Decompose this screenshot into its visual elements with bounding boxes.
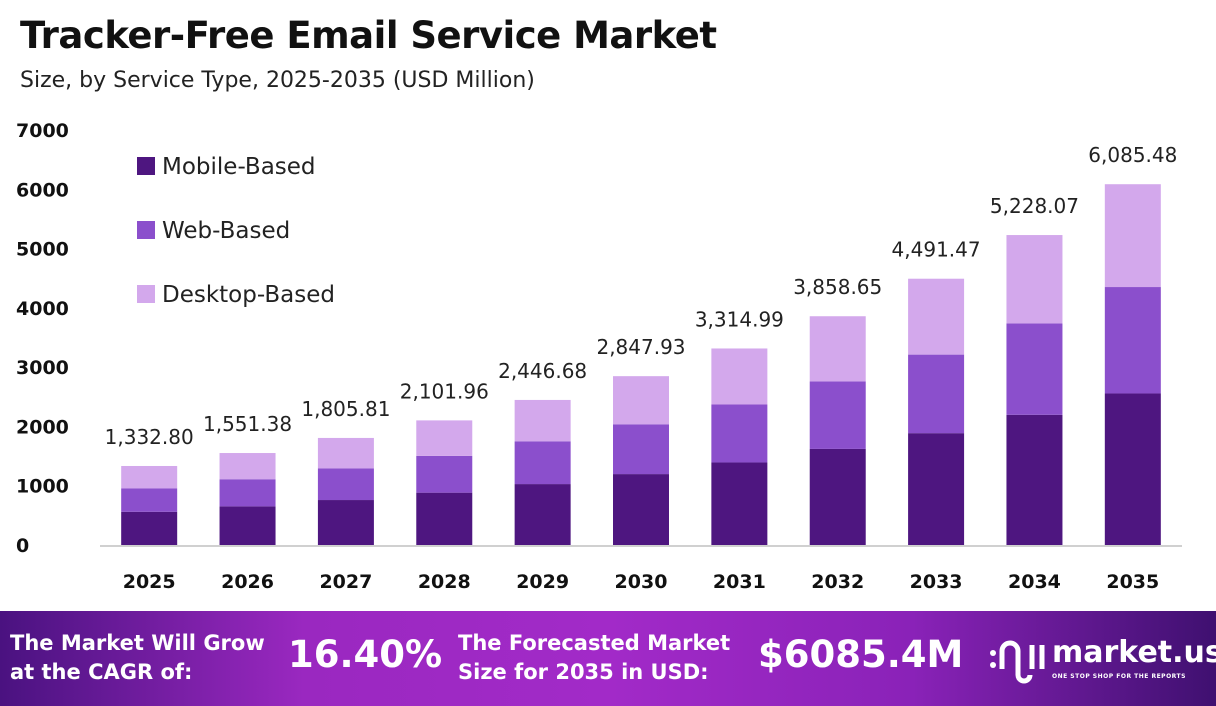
y-tick-label: 4000 xyxy=(16,298,69,320)
x-tick-label: 2026 xyxy=(221,571,274,593)
bar-segment-mobile-based-2035 xyxy=(1104,393,1161,545)
bar-segment-desktop-based-2035 xyxy=(1104,184,1161,288)
bar-segment-mobile-based-2030 xyxy=(613,474,669,545)
cagr-label: The Market Will Grow at the CAGR of: xyxy=(10,629,265,687)
bar-segment-web-based-2031 xyxy=(711,404,768,463)
bar-segment-desktop-based-2033 xyxy=(908,278,965,355)
bar-segment-web-based-2029 xyxy=(514,441,571,485)
bar-segment-desktop-based-2028 xyxy=(416,420,473,456)
bar-segment-mobile-based-2025 xyxy=(121,511,178,545)
bar-segment-mobile-based-2032 xyxy=(809,448,866,545)
bar-segment-mobile-based-2028 xyxy=(416,492,473,545)
bar-segment-mobile-based-2027 xyxy=(317,500,374,545)
total-data-label: 1,551.38 xyxy=(203,412,292,436)
cagr-value: 16.40% xyxy=(288,633,443,676)
x-tick-label: 2035 xyxy=(1106,571,1159,593)
cagr-label-line1: The Market Will Grow xyxy=(10,631,265,655)
x-tick-label: 2032 xyxy=(811,571,864,593)
total-data-label: 2,446.68 xyxy=(498,359,587,383)
bar-segment-desktop-based-2032 xyxy=(809,316,866,382)
brand-tagline: ONE STOP SHOP FOR THE REPORTS xyxy=(1052,673,1186,680)
legend-swatch-web-based xyxy=(137,221,155,239)
y-tick-label: 5000 xyxy=(16,239,69,261)
total-data-label: 3,314.99 xyxy=(695,307,784,331)
bar-segment-desktop-based-2026 xyxy=(219,453,276,480)
bar-segment-desktop-based-2029 xyxy=(514,399,571,442)
x-tick-label: 2027 xyxy=(319,571,372,593)
bar-segment-desktop-based-2030 xyxy=(613,376,669,425)
x-tick-label: 2033 xyxy=(910,571,963,593)
brand-name: market.us xyxy=(1052,635,1216,670)
bar-segment-mobile-based-2026 xyxy=(219,506,276,545)
stacked-bar-chart: 0 1000 2000 3000 4000 5000 6000 7000 2025 1,332.8… xyxy=(16,120,1182,593)
bar-segment-web-based-2030 xyxy=(613,424,669,475)
bar-segment-web-based-2033 xyxy=(908,354,965,434)
forecast-label-line1: The Forecasted Market xyxy=(458,631,731,655)
x-tick-label: 2028 xyxy=(418,571,471,593)
total-data-label: 5,228.07 xyxy=(990,194,1079,218)
y-tick-label: 2000 xyxy=(16,416,69,438)
y-tick-label: 6000 xyxy=(16,179,69,201)
y-tick-label: 3000 xyxy=(16,357,69,379)
forecast-value: $6085.4M xyxy=(758,633,964,676)
y-tick-label: 1000 xyxy=(16,476,69,498)
legend-label: Web-Based xyxy=(162,218,290,244)
legend-label: Mobile-Based xyxy=(162,154,316,180)
bar-segment-web-based-2028 xyxy=(416,455,473,493)
bar-segment-mobile-based-2033 xyxy=(908,433,965,545)
y-tick-label: 7000 xyxy=(16,120,69,142)
legend-label: Desktop-Based xyxy=(162,282,335,308)
bar-segment-web-based-2027 xyxy=(317,468,374,501)
bar-segment-web-based-2034 xyxy=(1006,323,1063,415)
total-data-label: 4,491.47 xyxy=(892,238,981,262)
total-data-label: 2,847.93 xyxy=(596,335,685,359)
legend-swatch-desktop-based xyxy=(137,285,155,303)
bar-segment-web-based-2025 xyxy=(121,488,178,512)
x-tick-label: 2030 xyxy=(615,571,668,593)
bar-segment-desktop-based-2025 xyxy=(121,465,178,489)
y-tick-label: 0 xyxy=(16,535,29,557)
bar-segment-desktop-based-2034 xyxy=(1006,235,1063,324)
bar-segment-web-based-2032 xyxy=(809,381,866,449)
bar-segment-mobile-based-2029 xyxy=(514,484,571,545)
total-data-label: 2,101.96 xyxy=(400,379,489,403)
forecast-label: The Forecasted Market Size for 2035 in U… xyxy=(458,629,730,687)
total-data-label: 1,332.80 xyxy=(105,425,194,449)
bar-segment-desktop-based-2027 xyxy=(317,437,374,469)
legend-swatch-mobile-based xyxy=(137,157,155,175)
bar-segment-mobile-based-2031 xyxy=(711,462,768,545)
market-us-logo-icon xyxy=(990,640,1045,684)
x-tick-label: 2031 xyxy=(713,571,766,593)
bar-segment-web-based-2035 xyxy=(1104,287,1161,394)
bar-segment-web-based-2026 xyxy=(219,479,276,507)
chart-subtitle: Size, by Service Type, 2025-2035 (USD Mi… xyxy=(20,68,535,93)
x-tick-label: 2034 xyxy=(1008,571,1061,593)
total-data-label: 6,085.48 xyxy=(1088,143,1177,167)
x-tick-label: 2029 xyxy=(516,571,569,593)
cagr-label-line2: at the CAGR of: xyxy=(10,660,193,684)
chart-title: Tracker-Free Email Service Market xyxy=(20,14,717,57)
footer-banner: The Market Will Grow at the CAGR of: 16.… xyxy=(0,611,1216,706)
total-data-label: 1,805.81 xyxy=(301,397,390,421)
x-tick-label: 2025 xyxy=(123,571,176,593)
forecast-label-line2: Size for 2035 in USD: xyxy=(458,660,709,684)
bar-segment-mobile-based-2034 xyxy=(1006,414,1063,545)
total-data-label: 3,858.65 xyxy=(793,275,882,299)
bar-segment-desktop-based-2031 xyxy=(711,348,768,405)
